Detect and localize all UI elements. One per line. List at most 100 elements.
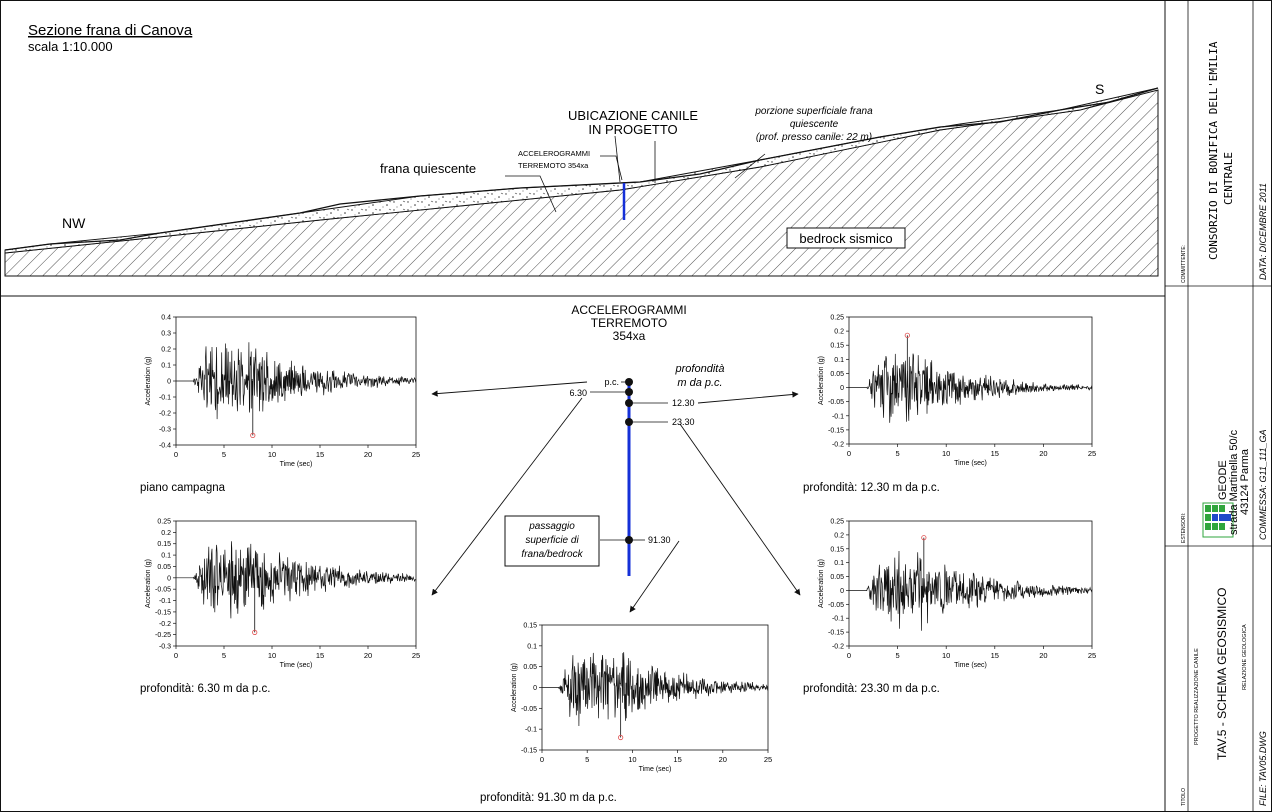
y-tick-label: -0.4 — [159, 443, 171, 450]
accelerogram-2: 0 5 10 15 20 25 0.25 0.2 0.15 0.1 0.05 0 -0.05 -0.1 -0… — [140, 519, 420, 696]
passaggio-box — [504, 515, 600, 567]
y-tick-label: -0.15 — [155, 609, 171, 616]
x-tick-label: 20 — [364, 450, 372, 459]
x-tick-label: 25 — [412, 651, 420, 660]
depth-630: 6.30 — [569, 388, 587, 398]
y-tick-label: 0.2 — [161, 530, 171, 537]
x-axis-label: Time (sec) — [954, 460, 987, 467]
title-block — [1165, 0, 1272, 812]
x-tick-label: 0 — [847, 651, 851, 660]
x-tick-label: 0 — [174, 450, 178, 459]
borehole-schematic — [431, 378, 801, 613]
accel-trace — [849, 353, 1093, 423]
x-tick-label: 15 — [316, 450, 324, 459]
y-tick-label: -0.2 — [159, 411, 171, 418]
y-tick-label: 0.4 — [161, 315, 171, 322]
label-porzione-1: porzione superficiale frana — [754, 106, 873, 117]
y-tick-label: -0.1 — [159, 395, 171, 402]
depth-title-2: m da p.c. — [677, 377, 722, 389]
consorzio-line-1: CONSORZIO DI BONIFICA DELL'EMILIA — [1207, 41, 1220, 260]
x-tick-label: 20 — [719, 755, 727, 764]
y-tick-label: -0.3 — [159, 644, 171, 651]
x-tick-label: 20 — [364, 651, 372, 660]
x-tick-label: 25 — [1088, 651, 1096, 660]
y-tick-label: -0.2 — [832, 442, 844, 449]
y-axis-label: Acceleration (g) — [511, 663, 518, 712]
passaggio-1: passaggio — [528, 521, 575, 532]
label-bedrock: bedrock sismico — [799, 231, 892, 246]
y-axis-label: Acceleration (g) — [145, 559, 152, 608]
arrow-to-2330 — [679, 423, 801, 596]
y-tick-label: 0.2 — [161, 347, 171, 354]
y-axis-label: Acceleration (g) — [818, 559, 825, 608]
x-axis-label: Time (sec) — [280, 662, 313, 669]
leader-porzione — [734, 153, 766, 179]
center-title-1: ACCELEROGRAMMI — [571, 303, 686, 317]
file-name: FILE: TAV05.DWG — [1258, 731, 1268, 806]
y-tick-label: 0.05 — [830, 574, 844, 581]
label-s: S — [1095, 81, 1104, 97]
x-tick-label: 5 — [585, 755, 589, 764]
titolo-label: TITOLO — [1181, 788, 1187, 806]
node-1230 — [625, 399, 633, 407]
section-title: Sezione frana di Canova — [28, 22, 193, 39]
relazione-label: RELAZIONE GEOLOGICA — [1242, 624, 1248, 690]
y-tick-label: -0.1 — [832, 616, 844, 623]
y-tick-label: 0.1 — [161, 363, 171, 370]
y-tick-label: 0.15 — [830, 546, 844, 553]
peak-marker — [904, 332, 910, 338]
y-tick-label: 0.3 — [161, 331, 171, 338]
y-tick-label: 0 — [840, 385, 844, 392]
y-tick-label: -0.15 — [521, 748, 537, 755]
node-2330 — [625, 418, 633, 426]
bedrock-label-box — [786, 227, 906, 249]
peak-marker — [252, 629, 258, 635]
x-tick-label: 5 — [222, 450, 226, 459]
geode-logo — [1202, 502, 1234, 538]
label-accel-small-1: ACCELEROGRAMMI — [518, 149, 590, 158]
accelerogram-5: 0 5 10 15 20 25 0.15 0.1 0.05 0 -0.05 -0.1 -0.15 Time… — [480, 623, 772, 805]
chart-caption: profondità: 23.30 m da p.c. — [803, 683, 940, 695]
y-tick-label: -0.2 — [832, 644, 844, 651]
accelerogram-1: 0 5 10 15 20 25 0.4 0.3 0.2 0.1 0 -0.1 -0.2 -0.3 -0.4 T… — [140, 315, 420, 495]
node-630 — [625, 388, 633, 396]
y-tick-label: 0.15 — [830, 343, 844, 350]
y-tick-label: 0.25 — [157, 519, 171, 526]
y-tick-label: -0.05 — [155, 587, 171, 594]
data-date: DATA: DICEMBRE 2011 — [1258, 183, 1268, 280]
x-tick-label: 25 — [412, 450, 420, 459]
y-tick-label: 0.15 — [157, 541, 171, 548]
label-ubicazione-2: IN PROGETTO — [588, 122, 677, 137]
passaggio-2: superficie di — [525, 535, 579, 546]
y-tick-label: 0.15 — [523, 623, 537, 630]
accel-trace — [176, 342, 417, 420]
estensori-label: ESTENSORI: — [1181, 513, 1187, 543]
geological-section — [4, 87, 1159, 277]
y-tick-label: -0.2 — [159, 621, 171, 628]
y-tick-label: 0.1 — [834, 560, 844, 567]
passaggio-3: frana/bedrock — [521, 549, 583, 560]
depth-2330: 23.30 — [672, 417, 695, 427]
x-tick-label: 15 — [991, 449, 999, 458]
y-tick-label: 0 — [840, 588, 844, 595]
chart-caption: piano campagna — [140, 482, 226, 494]
y-tick-label: -0.25 — [155, 632, 171, 639]
y-tick-label: -0.05 — [828, 602, 844, 609]
arrow-to-630 — [431, 397, 583, 596]
y-tick-label: -0.1 — [159, 598, 171, 605]
depth-9130: 91.30 — [648, 535, 671, 545]
leader-ubicazione — [614, 135, 621, 183]
plot-frame — [848, 316, 1093, 445]
section-scale: scala 1:10.000 — [28, 39, 113, 54]
accelerogram-4: 0 5 10 15 20 25 0.25 0.2 0.15 0.1 0.05 0 -0.05 -0.1 -0… — [803, 519, 1096, 696]
node-9130 — [625, 536, 633, 544]
x-tick-label: 10 — [942, 449, 950, 458]
y-tick-label: -0.3 — [159, 427, 171, 434]
ground-surface — [4, 87, 1159, 251]
y-tick-label: -0.1 — [832, 413, 844, 420]
x-tick-label: 5 — [222, 651, 226, 660]
x-axis-label: Time (sec) — [280, 461, 313, 468]
depth-title-1: profondità — [675, 363, 725, 375]
y-tick-label: -0.05 — [828, 399, 844, 406]
y-tick-label: -0.05 — [521, 706, 537, 713]
